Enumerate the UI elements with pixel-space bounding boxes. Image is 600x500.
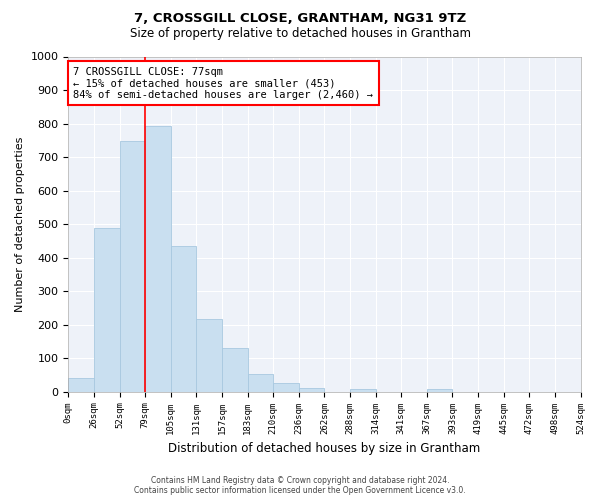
Bar (427, 390, 452, 392)
Bar (119, 141, 145, 392)
Text: Contains HM Land Registry data © Crown copyright and database right 2024.
Contai: Contains HM Land Registry data © Crown c… (134, 476, 466, 495)
Y-axis label: Number of detached properties: Number of detached properties (15, 136, 25, 312)
Text: 7 CROSSGILL CLOSE: 77sqm
← 15% of detached houses are smaller (453)
84% of semi-: 7 CROSSGILL CLOSE: 77sqm ← 15% of detach… (73, 66, 373, 100)
Bar (222, 348, 248, 392)
Bar (273, 382, 299, 392)
Bar (171, 246, 196, 392)
Text: Size of property relative to detached houses in Grantham: Size of property relative to detached ho… (130, 28, 470, 40)
Bar (94, 228, 119, 392)
Bar (145, 126, 171, 392)
Bar (196, 318, 222, 392)
Bar (350, 390, 376, 392)
Bar (68, 378, 94, 392)
Text: 7, CROSSGILL CLOSE, GRANTHAM, NG31 9TZ: 7, CROSSGILL CLOSE, GRANTHAM, NG31 9TZ (134, 12, 466, 26)
Bar (248, 374, 273, 392)
Bar (299, 388, 325, 392)
X-axis label: Distribution of detached houses by size in Grantham: Distribution of detached houses by size … (168, 442, 481, 455)
